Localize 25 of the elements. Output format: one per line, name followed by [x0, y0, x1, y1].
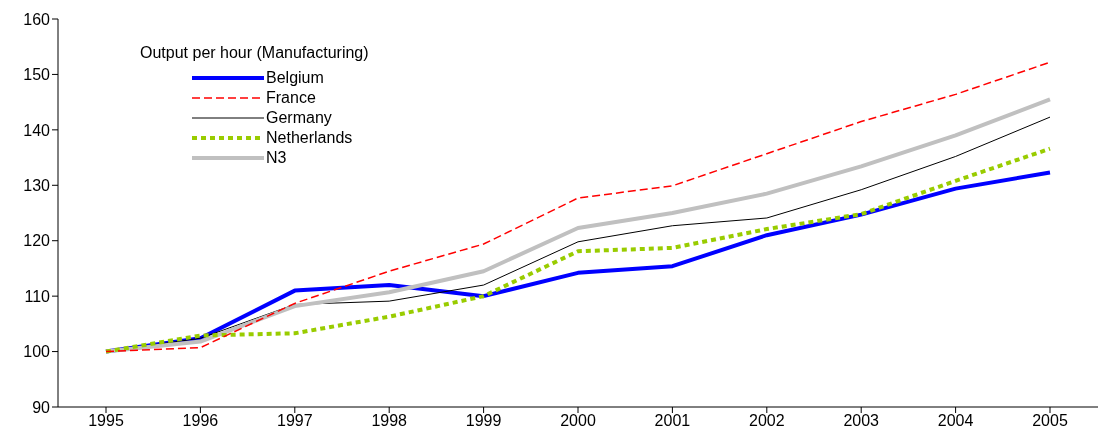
x-tick-label: 1997	[277, 412, 313, 430]
x-tick-label: 2001	[654, 412, 691, 430]
legend-label: Netherlands	[266, 129, 353, 147]
legend-label: France	[266, 89, 316, 107]
legend-label: N3	[266, 149, 287, 167]
y-tick-label: 160	[23, 10, 51, 28]
y-tick-label: 140	[23, 121, 51, 139]
y-tick-label: 150	[23, 66, 51, 84]
legend-label: Belgium	[266, 69, 324, 87]
y-tick-label: 120	[23, 232, 51, 250]
legend-label: Germany	[266, 109, 332, 127]
x-tick-label: 1998	[371, 412, 408, 430]
x-tick-label: 2003	[843, 412, 880, 430]
x-tick-label: 1999	[465, 412, 502, 430]
x-tick-label: 2000	[560, 412, 596, 430]
y-tick-label: 100	[23, 343, 51, 361]
x-tick-label: 1995	[88, 412, 124, 430]
x-tick-label: 2002	[749, 412, 785, 430]
x-tick-label: 1996	[182, 412, 219, 430]
x-tick-label: 2005	[1032, 412, 1068, 430]
x-tick-label: 2004	[937, 412, 974, 430]
legend-title: Output per hour (Manufacturing)	[140, 44, 369, 62]
y-tick-label: 130	[23, 176, 51, 194]
y-tick-label: 90	[32, 398, 51, 416]
y-tick-label: 110	[24, 287, 51, 305]
